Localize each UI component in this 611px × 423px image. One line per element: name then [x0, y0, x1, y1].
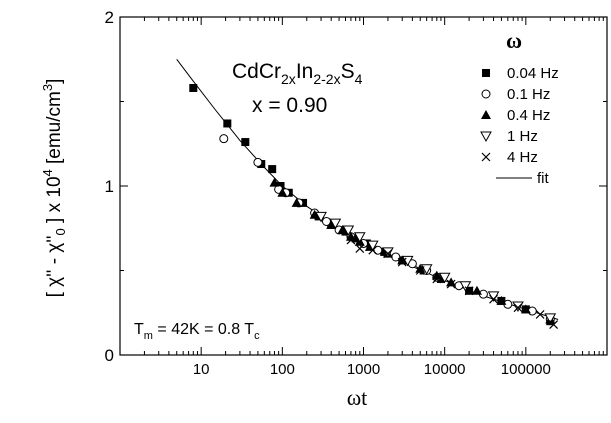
x-tick-label: 100000 — [501, 361, 551, 378]
legend-label: 1 Hz — [507, 128, 538, 145]
y-axis-label: [ χ'' - χ''0 ] x 104 [emu/cm3] — [40, 79, 68, 298]
data-point — [337, 224, 348, 234]
x-tick-labels: 10 100 1000 10000 100000 — [193, 361, 551, 378]
data-point — [269, 177, 280, 187]
legend-marker — [481, 152, 491, 162]
compound-annotation: CdCr2xIn2-2xS4 — [232, 60, 363, 87]
legend-marker — [482, 69, 490, 77]
data-point — [223, 119, 232, 128]
data-point — [315, 211, 327, 223]
data-point — [459, 281, 472, 292]
x-axis-label: ωt — [347, 385, 368, 410]
data-point — [342, 225, 355, 236]
legend-label: 0.4 Hz — [507, 107, 550, 124]
y-tick-label: 2 — [105, 8, 114, 27]
legend-label: fit — [537, 170, 550, 187]
data-point — [189, 83, 198, 92]
data-point — [496, 295, 507, 305]
composition-annotation: x = 0.90 — [252, 94, 327, 117]
data-point — [277, 187, 288, 197]
data-point — [383, 249, 393, 259]
data-point — [345, 231, 356, 241]
data-point — [535, 310, 545, 319]
legend-title: ω — [506, 28, 522, 53]
legend-label: 4 Hz — [507, 149, 538, 166]
data-point — [489, 294, 498, 304]
data-point — [512, 301, 524, 313]
data-point — [520, 304, 531, 314]
data-point — [241, 138, 250, 147]
data-point — [382, 247, 394, 258]
data-point — [446, 279, 456, 289]
data-point — [464, 286, 474, 296]
data-point — [415, 266, 425, 275]
legend-label: 0.04 Hz — [507, 65, 559, 82]
legend-marker — [481, 89, 491, 99]
legend-marker — [480, 131, 492, 143]
data-points — [189, 83, 559, 330]
data-point — [549, 320, 559, 330]
data-point — [432, 274, 442, 284]
data-point — [415, 263, 426, 273]
y-tick-label: 0 — [105, 346, 114, 365]
data-point — [355, 244, 365, 253]
y-tick-label: 1 — [105, 177, 114, 196]
data-point — [366, 240, 379, 252]
data-point — [397, 257, 407, 267]
data-point — [309, 209, 320, 219]
data-point — [219, 134, 229, 144]
data-point — [291, 197, 302, 207]
data-point — [544, 313, 557, 324]
x-tick-label: 1000 — [347, 361, 380, 378]
y-tick-labels: 0 1 2 — [105, 8, 114, 365]
data-point — [380, 247, 389, 256]
fit-line — [176, 58, 559, 320]
data-point — [431, 270, 442, 280]
x-tick-label: 10000 — [424, 361, 466, 378]
data-point — [368, 245, 378, 255]
data-point — [253, 157, 263, 167]
data-point — [268, 165, 277, 174]
tm-annotation: Tm = 42K = 0.8 Tc — [134, 321, 260, 342]
data-point — [397, 255, 408, 265]
data-point — [471, 285, 482, 295]
data-point — [513, 303, 523, 313]
data-point — [346, 235, 356, 245]
plot-frame — [119, 16, 608, 356]
data-point — [329, 218, 342, 230]
legend-marker — [481, 110, 491, 119]
data-point — [353, 232, 366, 243]
legend: 0.04 Hz 0.1 Hz 0.4 Hz 1 Hz 4 Hz fit — [480, 65, 559, 187]
data-point — [438, 272, 451, 284]
data-point — [351, 234, 360, 243]
data-point — [446, 277, 457, 287]
axis-ticks — [120, 16, 607, 356]
x-tick-label: 100 — [270, 361, 295, 378]
data-point — [326, 219, 337, 229]
data-point — [391, 252, 401, 262]
x-tick-label: 10 — [193, 361, 210, 378]
legend-label: 0.1 Hz — [507, 86, 550, 103]
